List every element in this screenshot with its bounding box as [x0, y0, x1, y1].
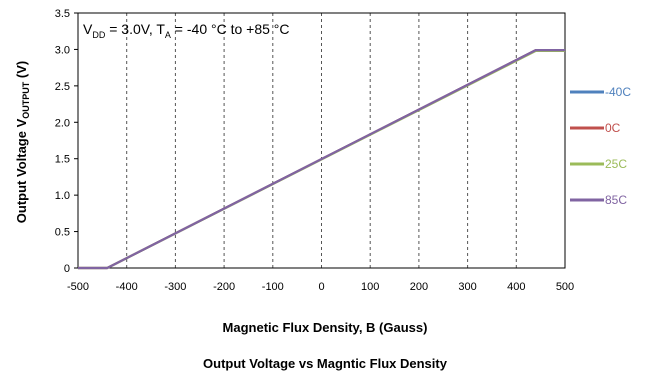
y-tick-label: 2.5 — [55, 81, 70, 93]
plot-frame — [77, 12, 566, 269]
x-tick-label: 100 — [361, 281, 379, 293]
series-lines — [78, 49, 565, 270]
y-axis-title: Output Voltage VOUTPUT (V) — [14, 61, 31, 223]
tick-labels: -500 -400 -300 -200 -100 0 100 200 300 400 500 0 0.5… — [55, 8, 574, 293]
gridlines — [126, 13, 566, 268]
legend-label--40C: -40C — [605, 85, 631, 99]
x-tick-label: -400 — [116, 281, 138, 293]
legend-label-0C: 0C — [605, 121, 621, 135]
x-tick-label: -300 — [164, 281, 186, 293]
y-tick-label: 0.5 — [55, 227, 70, 239]
x-tick-label: -100 — [262, 281, 284, 293]
y-tick-label: 1.0 — [55, 190, 70, 202]
x-tick-label: 0 — [318, 281, 324, 293]
y-tick-label: 3.0 — [55, 44, 70, 56]
legend-label-25C: 25C — [605, 157, 627, 171]
y-tick-label: 2.0 — [55, 117, 70, 129]
annotation: VDD = 3.0V, TA = -40 °C to +85 °C — [83, 21, 290, 40]
y-tick-label: 3.5 — [55, 8, 70, 20]
x-tick-label: 300 — [458, 281, 476, 293]
x-tick-label: -500 — [67, 281, 89, 293]
axes — [74, 12, 566, 269]
x-tick-label: 400 — [507, 281, 525, 293]
x-tick-label: 200 — [410, 281, 428, 293]
legend-label-85C: 85C — [605, 193, 627, 207]
x-tick-label: -200 — [213, 281, 235, 293]
x-axis-title: Magnetic Flux Density, B (Gauss) — [223, 320, 428, 335]
y-tick-label: 1.5 — [55, 154, 70, 166]
series-line-85C — [78, 49, 565, 270]
legend: -40C 0C 25C 85C — [570, 85, 631, 207]
x-tick-label: 500 — [556, 281, 574, 293]
y-tick-label: 0 — [64, 263, 70, 275]
chart-title: Output Voltage vs Magntic Flux Density — [203, 356, 448, 371]
